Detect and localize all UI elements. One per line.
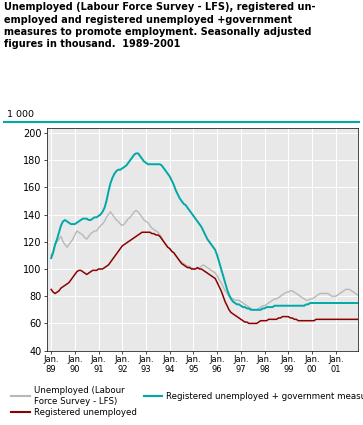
Text: 1 000: 1 000 bbox=[7, 110, 34, 119]
Legend: Unemployed (Labour
Force Survey - LFS), Registered unemployed, Registered unempl: Unemployed (Labour Force Survey - LFS), … bbox=[8, 383, 363, 421]
Text: Unemployed (Labour Force Survey - LFS), registered un-
employed and registered u: Unemployed (Labour Force Survey - LFS), … bbox=[4, 2, 315, 49]
